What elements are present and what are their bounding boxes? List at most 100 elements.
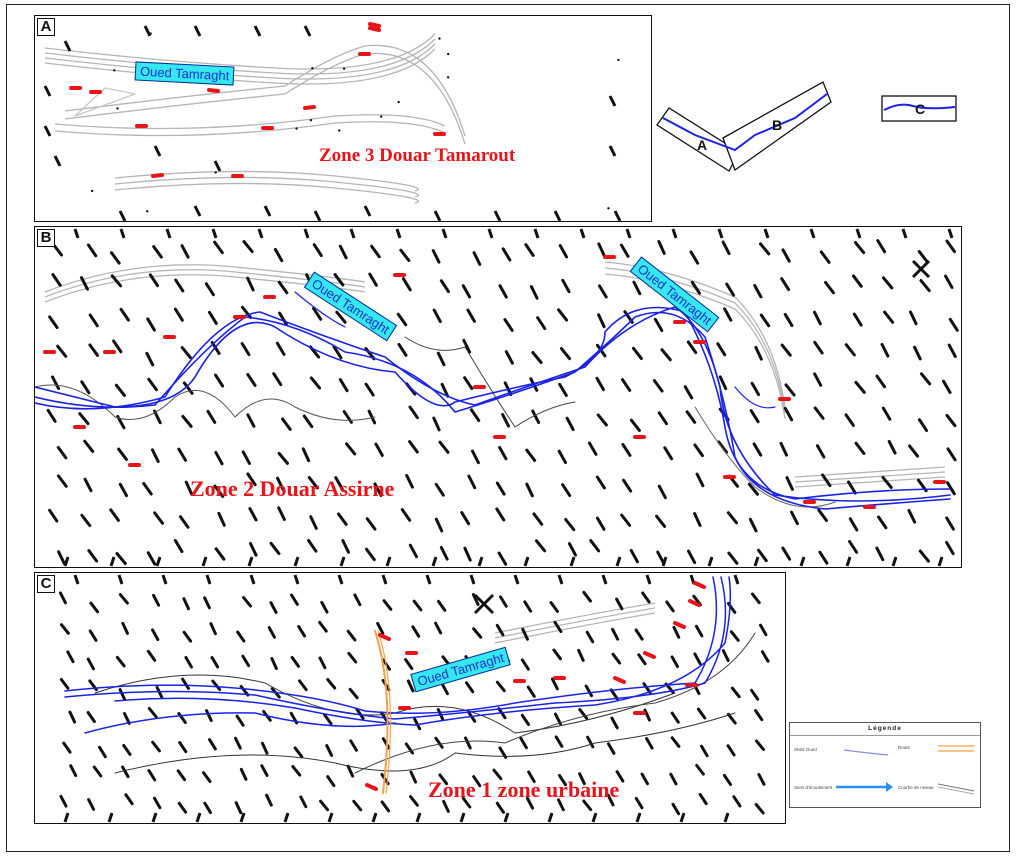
slope-tick bbox=[177, 447, 188, 462]
slope-tick bbox=[51, 273, 62, 287]
slope-tick bbox=[48, 508, 59, 523]
slope-tick bbox=[945, 540, 955, 556]
slope-tick bbox=[399, 248, 411, 262]
slope-tick bbox=[501, 412, 510, 428]
slope-tick bbox=[613, 210, 622, 221]
frame-tick bbox=[733, 574, 740, 585]
slope-tick bbox=[844, 343, 856, 357]
slope-tick bbox=[781, 546, 792, 561]
frame-tick bbox=[165, 228, 172, 239]
slope-tick bbox=[685, 410, 697, 424]
slope-tick bbox=[726, 511, 739, 525]
slope-tick bbox=[585, 630, 595, 644]
slope-tick bbox=[727, 551, 739, 565]
slope-tick bbox=[214, 373, 225, 388]
frame-tick bbox=[855, 228, 862, 239]
legend-item-route-label: Route bbox=[898, 745, 911, 750]
slope-tick bbox=[364, 382, 375, 397]
frame-tick bbox=[569, 556, 576, 567]
slope-tick bbox=[883, 310, 895, 324]
slope-tick bbox=[525, 796, 535, 810]
slope-tick bbox=[148, 273, 160, 288]
frame-tick bbox=[487, 228, 494, 239]
slope-tick bbox=[432, 308, 442, 324]
slope-tick bbox=[595, 376, 605, 392]
slope-tick bbox=[597, 313, 606, 329]
slope-tick bbox=[725, 282, 736, 297]
slope-tick bbox=[146, 551, 157, 566]
slope-tick bbox=[174, 278, 185, 293]
slope-tick bbox=[609, 688, 619, 701]
slope-tick bbox=[121, 621, 129, 635]
slope-tick bbox=[86, 243, 98, 258]
contour-line bbox=[114, 182, 419, 204]
slope-tick bbox=[109, 251, 121, 265]
slope-tick bbox=[253, 25, 262, 37]
frame-tick bbox=[799, 556, 806, 567]
slope-tick bbox=[205, 709, 213, 723]
slope-tick bbox=[754, 802, 765, 815]
slope-tick bbox=[848, 517, 859, 532]
frame-tick bbox=[901, 228, 908, 239]
contour-line bbox=[794, 471, 946, 483]
frame-tick bbox=[283, 812, 290, 823]
slope-tick bbox=[779, 441, 788, 457]
slope-tick bbox=[242, 240, 254, 254]
frame-tick bbox=[679, 812, 686, 823]
slope-tick bbox=[670, 711, 680, 724]
slope-tick bbox=[153, 145, 162, 157]
slope-tick bbox=[670, 655, 680, 669]
slope-tick bbox=[173, 307, 184, 322]
slope-tick bbox=[434, 482, 445, 497]
slope-tick bbox=[789, 510, 799, 526]
frame-tick bbox=[201, 556, 208, 567]
frame-tick bbox=[415, 812, 422, 823]
slope-tick bbox=[405, 473, 414, 489]
slope-tick bbox=[58, 591, 67, 605]
survey-point bbox=[116, 107, 119, 110]
slope-tick bbox=[53, 155, 62, 167]
slope-tick bbox=[606, 793, 615, 807]
slope-tick bbox=[145, 351, 155, 367]
slope-tick bbox=[493, 210, 502, 221]
slope-tick bbox=[652, 379, 664, 393]
slope-tick bbox=[347, 651, 358, 664]
slope-tick bbox=[818, 550, 829, 565]
slope-tick bbox=[152, 796, 162, 810]
slope-tick bbox=[875, 546, 885, 562]
slope-tick bbox=[98, 745, 107, 759]
slope-tick bbox=[696, 707, 707, 720]
frame-tick bbox=[107, 812, 114, 823]
slope-tick bbox=[182, 597, 190, 611]
contour-line bbox=[604, 273, 786, 420]
slope-tick bbox=[62, 741, 72, 754]
slope-tick bbox=[525, 448, 537, 462]
survey-point bbox=[146, 210, 149, 213]
slope-tick bbox=[151, 628, 160, 642]
slope-tick bbox=[193, 25, 202, 37]
slope-tick bbox=[367, 409, 377, 425]
legend: Légende Shéd Oued Route Sens d'écoulemen… bbox=[789, 722, 981, 808]
slope-tick bbox=[309, 515, 318, 530]
frame-tick bbox=[661, 556, 668, 567]
river-channel bbox=[84, 712, 396, 734]
slope-tick bbox=[529, 285, 539, 300]
frame-tick bbox=[625, 228, 632, 239]
frame-tick bbox=[63, 556, 70, 567]
slope-tick bbox=[110, 274, 123, 288]
slope-tick bbox=[470, 449, 480, 465]
survey-point bbox=[295, 127, 298, 130]
slope-tick bbox=[80, 513, 92, 528]
panel-c-letter: C bbox=[37, 575, 55, 593]
slope-tick bbox=[307, 538, 318, 553]
panel-c-map: C Oued Tamraght Zone 1 zone urbaine bbox=[34, 572, 786, 824]
contour-line bbox=[114, 176, 419, 198]
slope-tick bbox=[854, 441, 866, 456]
slope-tick bbox=[686, 340, 698, 355]
frame-tick bbox=[339, 556, 346, 567]
slope-tick bbox=[176, 769, 187, 782]
slope-tick bbox=[781, 248, 791, 263]
slope-tick bbox=[307, 476, 319, 490]
slope-tick bbox=[907, 508, 917, 524]
slope-tick bbox=[239, 767, 248, 781]
